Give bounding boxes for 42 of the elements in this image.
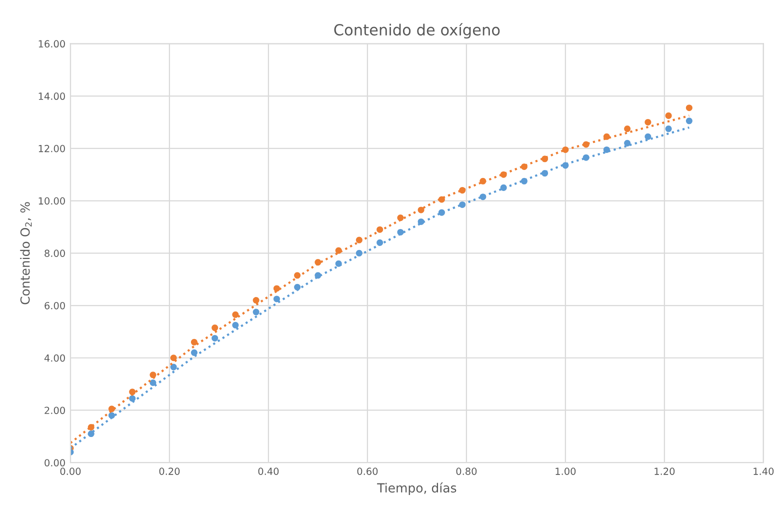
point [232, 311, 239, 318]
point [252, 297, 260, 304]
point [273, 285, 280, 292]
chart-title: Contenido de oxígeno [334, 23, 500, 39]
point [644, 118, 652, 126]
y-tick-label: 16.00 [38, 40, 65, 48]
y-axis-title: Contenido O$_{2}$, % [20, 202, 32, 304]
point [150, 379, 156, 386]
point [170, 354, 177, 362]
point [686, 118, 692, 124]
point [212, 324, 218, 332]
x-tick-label: 1.20 [654, 468, 675, 475]
y-tick-label: 0.00 [44, 459, 65, 466]
point [273, 296, 280, 302]
y-tick-label: 14.00 [38, 92, 65, 100]
x-axis-title: Tiempo, días [377, 482, 456, 496]
x-tick-label: 0.40 [258, 468, 279, 475]
x-tick-label: 0.60 [357, 468, 378, 475]
point [232, 322, 239, 328]
point [190, 338, 198, 346]
x-tick-label: 1.00 [556, 468, 576, 475]
x-tick-label: 0.00 [60, 468, 81, 475]
point [129, 395, 136, 402]
point [624, 140, 631, 146]
point [644, 133, 652, 140]
y-tick-label: 2.00 [44, 406, 65, 414]
point [190, 349, 198, 356]
x-tick-label: 0.20 [159, 468, 180, 475]
y-tick-label: 10.00 [38, 197, 65, 205]
point [686, 104, 692, 112]
y-tick-label: 6.00 [44, 302, 65, 310]
x-tick-label: 0.80 [456, 468, 477, 475]
y-tick-label: 12.00 [38, 144, 65, 152]
point [252, 308, 260, 316]
point [170, 364, 177, 370]
point [665, 126, 672, 132]
y-tick-label: 8.00 [44, 250, 65, 257]
point [212, 334, 218, 342]
x-tick-label: 1.40 [754, 468, 774, 475]
point [624, 126, 631, 132]
point [665, 112, 672, 119]
y-tick-label: 4.00 [44, 354, 65, 362]
